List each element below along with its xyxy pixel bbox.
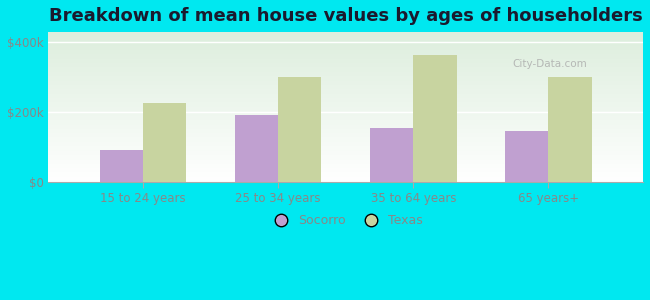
Bar: [235, 116, 278, 182]
Bar: [100, 150, 143, 182]
Bar: [370, 128, 413, 182]
Bar: [278, 77, 321, 182]
Bar: [413, 55, 456, 182]
Bar: [143, 103, 187, 182]
Bar: [505, 131, 549, 182]
Legend: Socorro, Texas: Socorro, Texas: [263, 209, 428, 232]
Title: Breakdown of mean house values by ages of householders: Breakdown of mean house values by ages o…: [49, 7, 643, 25]
Bar: [549, 77, 592, 182]
Text: City-Data.com: City-Data.com: [512, 59, 587, 69]
